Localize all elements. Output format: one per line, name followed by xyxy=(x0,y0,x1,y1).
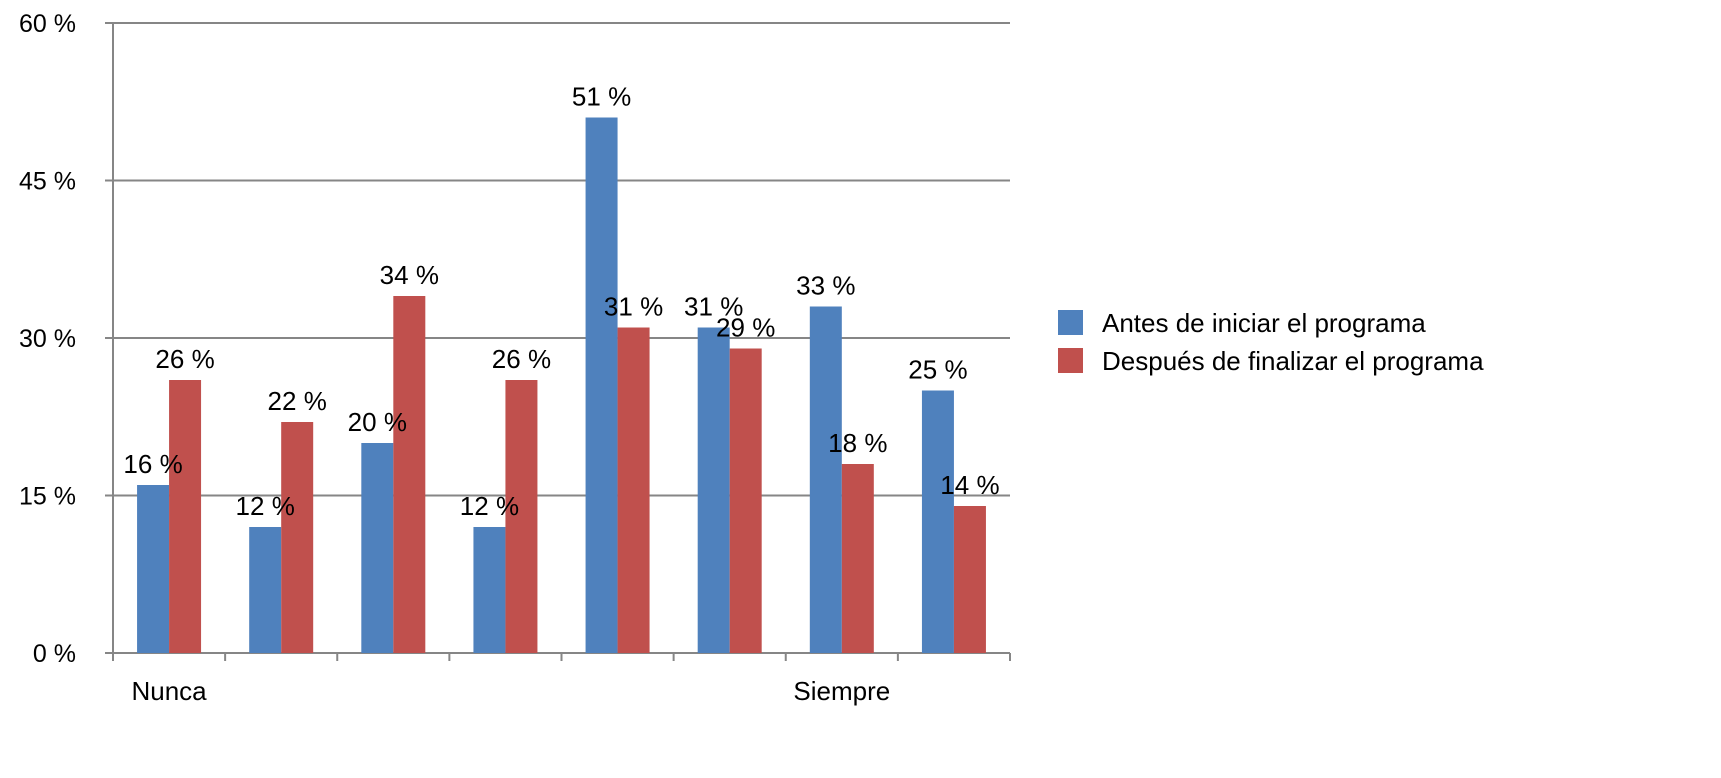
bar-despues xyxy=(729,348,762,653)
bars xyxy=(137,117,986,653)
bar-antes xyxy=(809,306,842,653)
legend-swatch xyxy=(1058,348,1083,373)
data-label: 51 % xyxy=(572,82,631,112)
data-label: 22 % xyxy=(268,386,327,416)
bar-despues xyxy=(505,380,538,653)
y-tick-label: 15 % xyxy=(19,483,76,511)
data-label: 34 % xyxy=(380,260,439,290)
bar-despues xyxy=(169,380,202,653)
data-label: 12 % xyxy=(236,491,295,521)
data-label: 31 % xyxy=(684,292,743,322)
data-labels: 16 % 12 % 20 % 12 % 51 % 31 % 33 % 25 % 26 % 22 %… xyxy=(123,82,999,522)
legend-label: Después de finalizar el programa xyxy=(1102,346,1484,376)
data-label: 33 % xyxy=(796,271,855,301)
data-label: 18 % xyxy=(828,428,887,458)
data-label: 31 % xyxy=(604,292,663,322)
data-label: 25 % xyxy=(908,355,967,385)
gridlines xyxy=(113,22,1010,497)
y-tick-label: 30 % xyxy=(19,325,76,353)
x-category-label: Siempre xyxy=(793,676,890,706)
bar-despues xyxy=(953,506,986,653)
bar-despues xyxy=(617,327,650,653)
bar-antes xyxy=(473,527,506,653)
data-label: 20 % xyxy=(348,407,407,437)
data-label: 26 % xyxy=(155,344,214,374)
data-label: 12 % xyxy=(460,491,519,521)
axes: 0 % 15 % 30 % 45 % 60 % Nunca Siempre xyxy=(19,10,1011,706)
x-category-label: Nunca xyxy=(131,676,207,706)
legend-swatch xyxy=(1058,310,1083,335)
data-label: 29 % xyxy=(716,313,775,343)
bar-antes xyxy=(697,327,730,653)
legend-label: Antes de iniciar el programa xyxy=(1102,308,1426,338)
y-tick-label: 60 % xyxy=(19,10,76,38)
bar-antes xyxy=(137,485,170,653)
bar-antes xyxy=(585,117,618,653)
y-tick-label: 45 % xyxy=(19,168,76,196)
bar-despues xyxy=(841,464,874,653)
data-label: 16 % xyxy=(123,449,182,479)
bar-despues xyxy=(393,296,426,653)
bar-antes xyxy=(361,443,394,653)
data-label: 14 % xyxy=(940,470,999,500)
bar-antes xyxy=(249,527,282,653)
bar-antes xyxy=(921,390,954,653)
y-tick-label: 0 % xyxy=(33,640,76,668)
data-label: 26 % xyxy=(492,344,551,374)
legend: Antes de iniciar el programa Después de f… xyxy=(1058,308,1484,376)
bar-despues xyxy=(281,422,314,653)
